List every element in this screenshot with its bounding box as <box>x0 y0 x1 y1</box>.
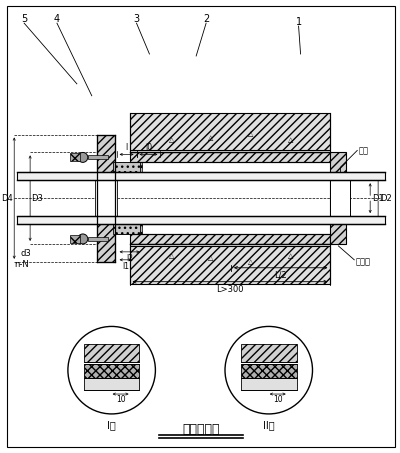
Text: △: △ <box>288 138 293 144</box>
Bar <box>84 364 140 378</box>
Text: l0: l0 <box>145 144 152 152</box>
Text: l2: l2 <box>126 254 133 263</box>
Bar <box>330 152 346 244</box>
Text: 钉管: 钉管 <box>358 146 368 155</box>
Text: D3: D3 <box>31 194 43 202</box>
Circle shape <box>68 327 156 414</box>
Text: D2: D2 <box>380 194 392 202</box>
Bar <box>330 172 350 224</box>
Text: d3: d3 <box>20 249 31 258</box>
Bar <box>130 246 330 284</box>
Text: △: △ <box>288 253 293 259</box>
Circle shape <box>225 327 312 414</box>
Bar <box>17 172 385 180</box>
Text: △: △ <box>208 255 214 261</box>
Text: 3: 3 <box>134 14 140 24</box>
Bar <box>241 364 296 378</box>
Circle shape <box>78 234 88 244</box>
Text: n-N: n-N <box>14 260 29 269</box>
Bar <box>17 216 385 224</box>
Text: 2: 2 <box>203 14 209 24</box>
Bar <box>241 344 296 362</box>
Bar <box>84 378 140 390</box>
Text: △: △ <box>208 135 214 141</box>
Text: 1: 1 <box>296 17 302 27</box>
Text: L/2: L/2 <box>274 271 287 280</box>
Text: L>300: L>300 <box>216 284 244 294</box>
Text: △: △ <box>248 259 254 265</box>
Text: 密封圈结构: 密封圈结构 <box>182 424 220 436</box>
Text: I型: I型 <box>107 420 116 430</box>
Text: 4: 4 <box>54 14 60 24</box>
Bar <box>88 237 108 241</box>
Circle shape <box>78 152 88 162</box>
Bar <box>130 152 330 162</box>
Bar <box>113 224 140 234</box>
Text: l: l <box>126 144 128 152</box>
Text: 5: 5 <box>21 14 27 24</box>
Bar <box>241 378 296 390</box>
Text: II型: II型 <box>263 420 274 430</box>
Bar <box>130 234 330 244</box>
Bar <box>113 162 140 172</box>
Text: △: △ <box>169 253 174 259</box>
Text: D4: D4 <box>2 194 13 202</box>
Bar <box>95 180 117 216</box>
Text: D1: D1 <box>372 194 384 202</box>
Bar <box>84 344 140 362</box>
Text: l1: l1 <box>122 262 129 271</box>
Bar <box>115 224 142 234</box>
Text: △: △ <box>248 131 254 138</box>
Bar <box>130 113 330 150</box>
Text: 10: 10 <box>116 395 126 404</box>
Bar <box>70 154 80 161</box>
Bar <box>97 135 115 262</box>
Bar <box>115 162 142 172</box>
Text: 过水面: 过水面 <box>355 257 370 266</box>
Bar <box>88 155 108 159</box>
Text: △: △ <box>169 138 174 144</box>
Bar <box>70 235 80 243</box>
Text: 10: 10 <box>273 395 282 404</box>
